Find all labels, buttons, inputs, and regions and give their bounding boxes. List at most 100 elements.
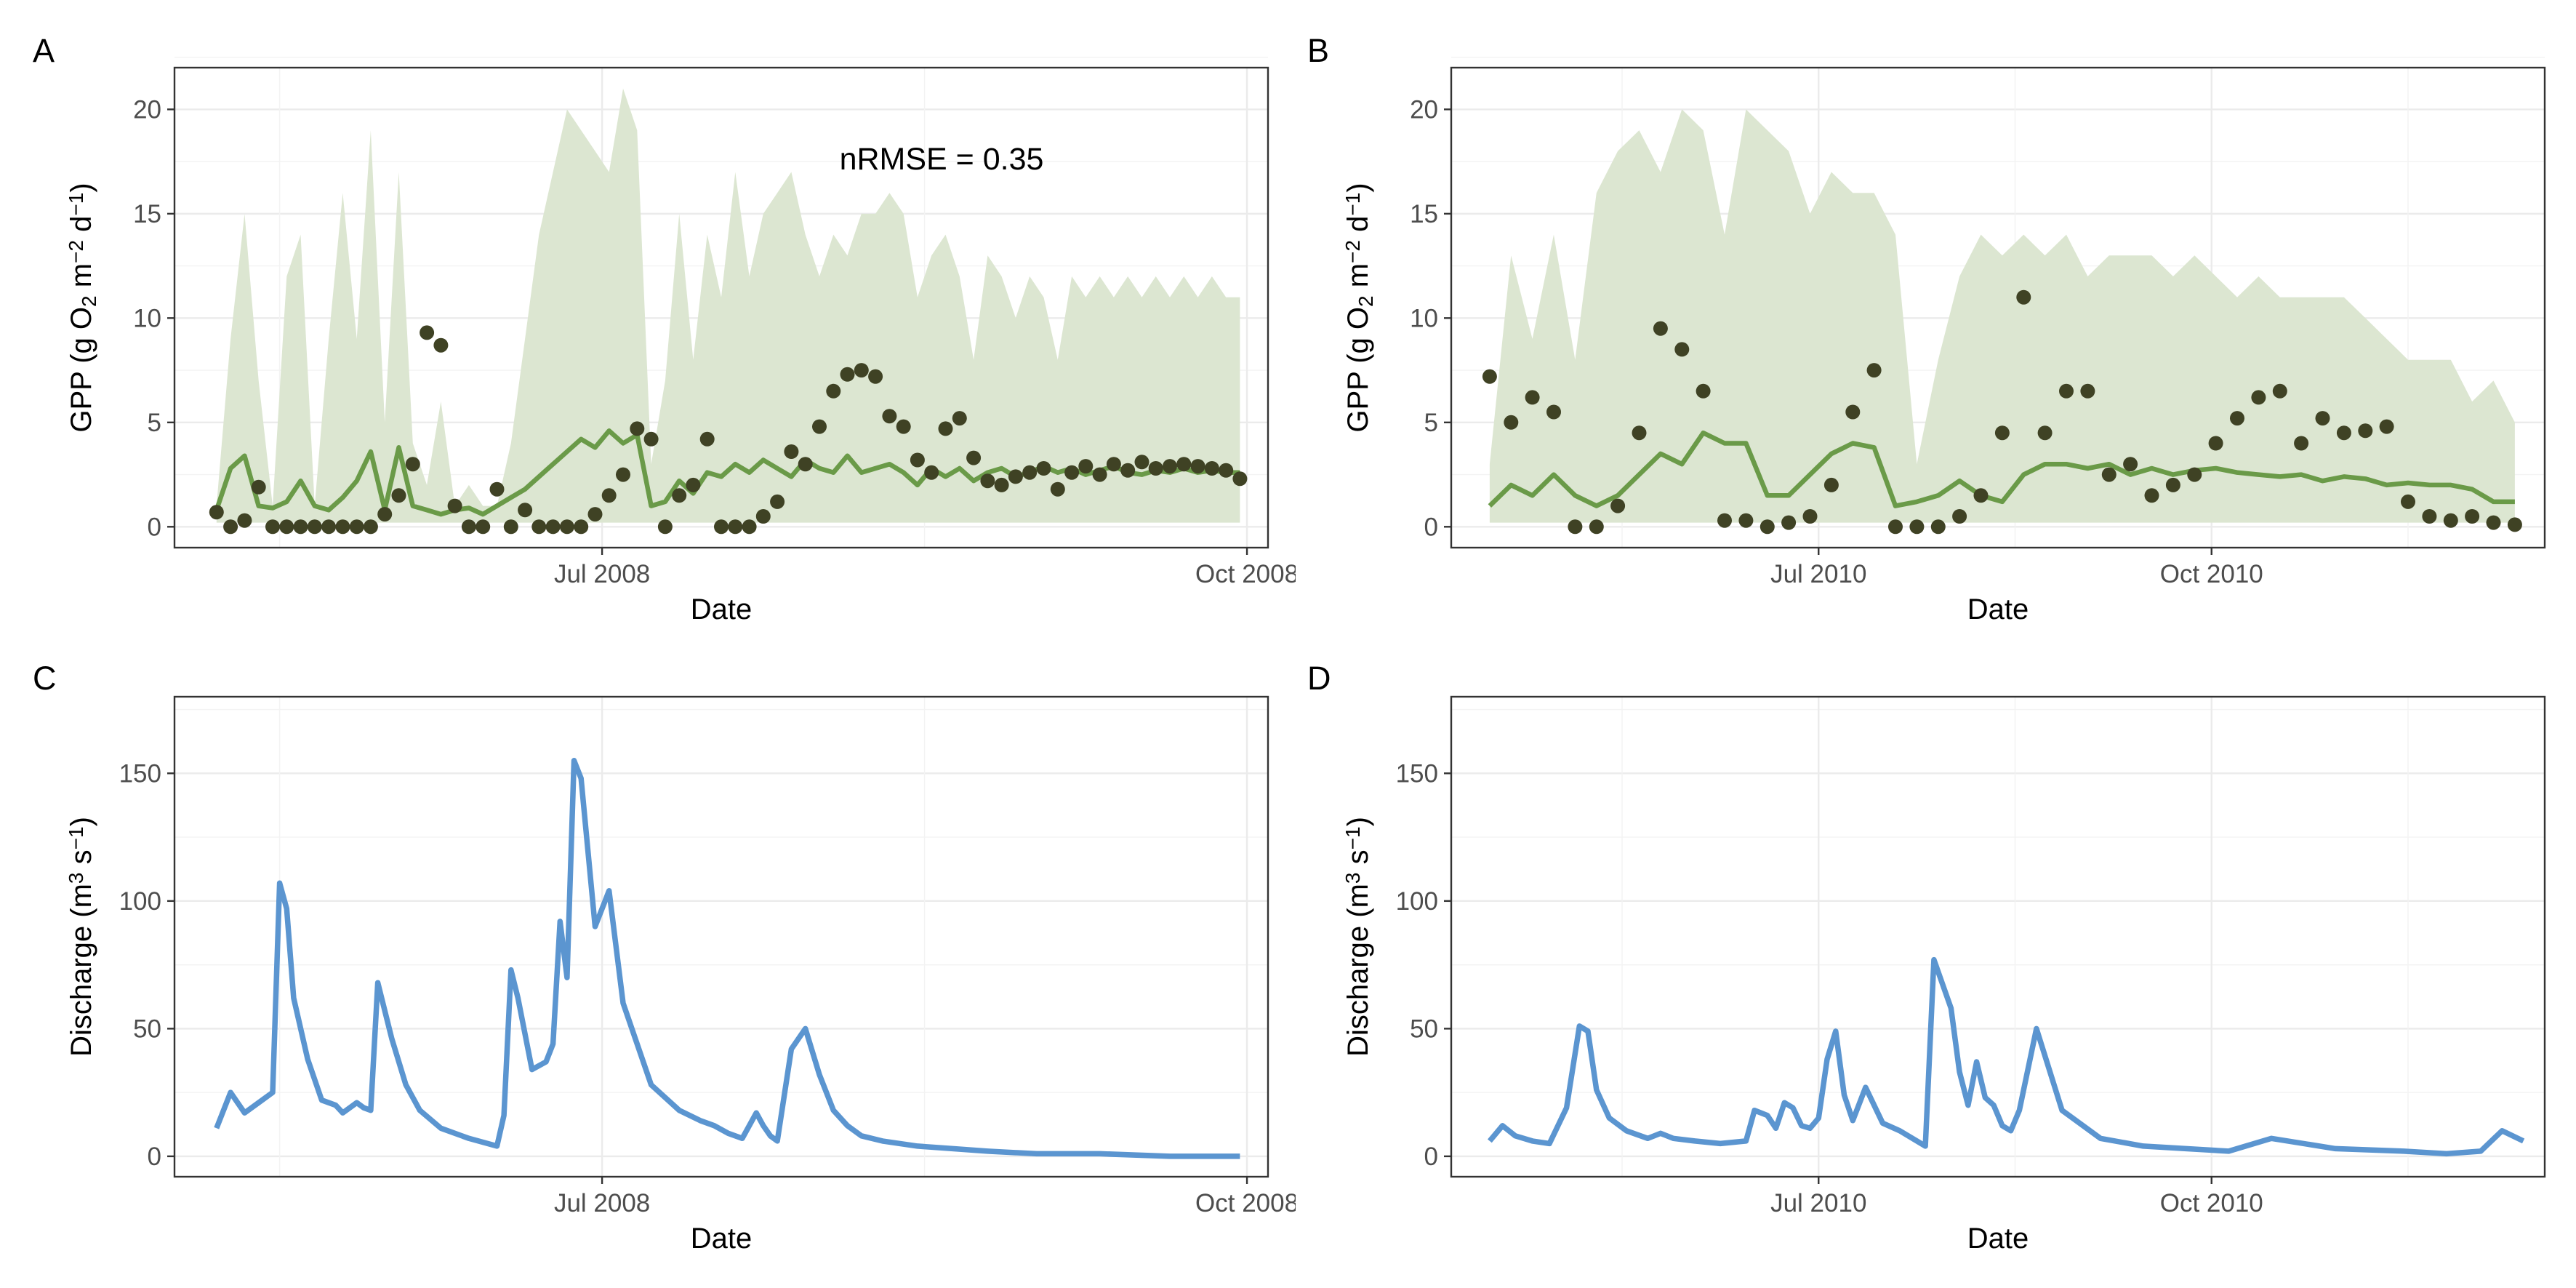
x-tick-label: Jul 2010 [1770,1189,1866,1217]
observed-point [882,409,897,424]
observed-point [952,411,967,426]
observed-point [2401,494,2415,509]
y-axis-title-part: −1 [65,826,87,849]
y-tick-label: 15 [133,200,161,228]
observed-point [980,473,995,489]
observed-point [2016,289,2031,305]
panel-d: 0 50 100 150 Jul 2010 Oct 2010 Date Discharge (… [1307,660,2546,1255]
observed-point [433,337,449,353]
observed-point [672,488,687,503]
y-tick-label: 0 [1424,513,1438,541]
observed-point [209,505,224,520]
observed-point [237,513,252,528]
observed-point [559,519,574,535]
y-axis-title-part: Discharge (m [65,884,97,1057]
y-axis-title-part: s [65,849,97,872]
observed-point [686,477,701,492]
observed-point [2080,383,2095,399]
panel-c: 0 50 100 150 Jul 2008 Oct 2008 Date Discharge (… [33,660,1296,1255]
observed-point [1036,461,1051,476]
y-tick-label: 0 [148,1143,161,1171]
observed-point [1632,425,1647,441]
observed-point [447,498,462,513]
observed-point [840,367,855,382]
observed-point [265,519,280,535]
observed-point [2144,488,2159,503]
observed-point [2037,425,2053,441]
observed-point [601,488,617,503]
observed-point [812,419,827,434]
y-axis-title-part: s [1342,849,1374,872]
observed-point [391,488,406,503]
observed-points [1482,289,2522,535]
observed-point [1738,513,1754,528]
observed-point [1022,465,1038,480]
observed-point [363,519,378,535]
observed-point [1845,404,1861,420]
y-tick-label: 10 [133,304,161,332]
observed-point [699,431,715,447]
observed-point [1973,488,1989,503]
observed-point [2443,513,2458,528]
observed-point [924,465,939,480]
y-axis-title: Discharge (m3 s−1) [65,817,97,1057]
panel-tag: A [33,32,55,69]
observed-point [798,457,813,472]
y-axis-title-part: m [65,263,97,295]
y-axis-title: GPP (g O2 m−2 d−1) [1341,183,1377,432]
observed-point [728,519,743,535]
observed-point [2251,390,2266,405]
panel-border [173,66,1269,549]
observed-point [1717,513,1732,528]
observed-point [293,519,308,535]
observed-point [1781,515,1797,530]
observed-point [1696,383,1711,399]
nrmse-annotation: nRMSE = 0.35 [840,142,1044,177]
panel-border [1450,695,2546,1178]
panel-tag: B [1307,32,1329,69]
observed-point [1134,455,1149,470]
observed-point [1232,471,1248,487]
observed-point [1653,321,1668,336]
observed-point [2059,383,2074,399]
observed-point [349,519,364,535]
y-tick-label: 100 [119,887,161,916]
observed-point [657,519,673,535]
x-axis-title: Date [1967,593,2029,625]
y-axis-title: Discharge (m3 s−1) [1341,817,1374,1057]
y-axis-title-part: GPP (g O [65,307,97,433]
observed-point [1176,457,1192,472]
y-tick-label: 15 [1410,200,1438,228]
observed-point [1504,415,1519,430]
observed-point [1148,461,1163,476]
observed-point [377,507,393,522]
observed-point [2465,509,2480,524]
observed-point [2336,425,2351,441]
x-tick-label: Oct 2010 [2160,560,2263,588]
y-axis-title-part: −1 [1341,193,1364,216]
observed-point [587,507,603,522]
y-tick-label: 20 [1410,95,1438,124]
y-tick-label: 10 [1410,304,1438,332]
observed-point [1674,342,1690,357]
observed-point [223,519,238,535]
panel-tag: D [1307,660,1331,697]
observed-point [1909,519,1925,535]
credible-interval-band [216,88,1240,523]
y-tick-label: 0 [1424,1143,1438,1171]
observed-point [2165,477,2180,492]
observed-point [755,509,771,524]
y-axis-title-part: −2 [65,240,87,263]
y-axis-title-part: GPP (g O [1342,307,1374,433]
observed-point [1190,459,1205,474]
x-tick-label: Jul 2010 [1770,560,1866,588]
y-tick-label: 150 [119,759,161,788]
observed-point [784,444,799,459]
observed-point [2294,436,2309,451]
observed-points [209,325,1248,535]
observed-point [503,519,518,535]
y-axis-title-part: ) [65,817,97,826]
